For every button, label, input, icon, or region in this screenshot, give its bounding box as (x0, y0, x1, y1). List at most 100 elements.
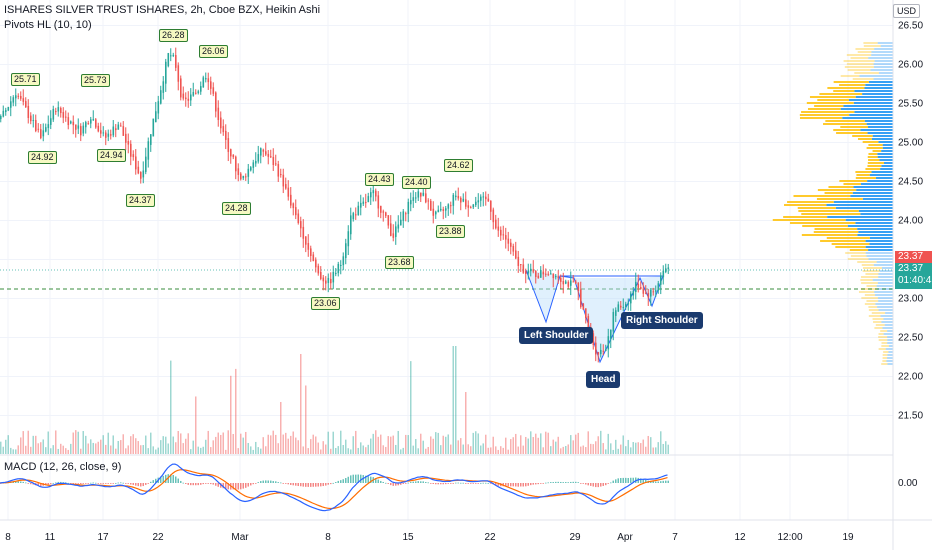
volume-bar (255, 441, 257, 454)
volume-bar (112, 435, 114, 454)
candle (67, 117, 70, 126)
macd-histogram-bar (152, 480, 154, 483)
pivot-low-label: 23.88 (436, 225, 465, 238)
volume-bar (542, 447, 544, 454)
head-label[interactable]: Head (586, 371, 621, 388)
candle (85, 122, 87, 128)
candle (632, 291, 635, 296)
macd-histogram-bar (475, 483, 477, 484)
volume-profile-bar (881, 363, 888, 365)
volume-profile-bar (887, 354, 893, 356)
macd-histogram-bar (397, 483, 399, 486)
macd-legend[interactable]: MACD (12, 26, close, 9) (4, 461, 122, 473)
volume-profile-bar (817, 99, 849, 101)
volume-profile-bar (814, 228, 858, 230)
volume-bar (360, 442, 362, 454)
macd-histogram-bar (222, 483, 224, 489)
volume-profile-bar (827, 87, 865, 89)
macd-histogram-bar (662, 480, 664, 483)
volume-profile-bar (876, 285, 893, 287)
volume-profile-bar (846, 63, 874, 65)
macd-histogram-bar (572, 481, 574, 483)
volume-bar (505, 437, 507, 454)
candle (562, 281, 565, 285)
volume-bar (357, 447, 359, 454)
macd-histogram-bar (112, 483, 114, 484)
price-tick-label: 23.00 (898, 294, 923, 305)
macd-histogram-bar (282, 483, 284, 484)
volume-profile-bar (842, 117, 893, 119)
macd-histogram-bar (120, 482, 122, 484)
volume-bar (355, 430, 357, 454)
macd-histogram-bar (277, 482, 279, 483)
pivot-low-label: 24.28 (222, 202, 251, 215)
macd-tick-label: 0.00 (898, 478, 918, 489)
candle (30, 115, 32, 122)
time-tick-label: Apr (617, 532, 633, 543)
candle (70, 121, 72, 124)
candle (65, 116, 67, 118)
volume-bar (90, 439, 92, 454)
macd-histogram-bar (125, 483, 127, 484)
volume-profile-bar (858, 210, 893, 212)
volume-profile-bar (887, 357, 893, 359)
volume-bar (145, 435, 147, 454)
macd-histogram-bar (665, 480, 667, 483)
candle (605, 348, 607, 352)
currency-badge[interactable]: USD (892, 4, 920, 18)
candle (100, 130, 102, 134)
right-shoulder-label[interactable]: Right Shoulder (621, 312, 703, 329)
volume-bar (430, 436, 432, 454)
macd-histogram-bar (602, 483, 604, 486)
left-shoulder-label[interactable]: Left Shoulder (519, 327, 594, 344)
candle (452, 194, 455, 206)
candle (390, 223, 392, 236)
candle (40, 129, 42, 139)
macd-histogram-bar (607, 483, 609, 484)
candle (140, 172, 142, 179)
candle (287, 187, 290, 197)
volume-profile-bar (867, 162, 885, 164)
volume-bar (312, 434, 314, 454)
volume-bar (460, 438, 462, 454)
volume-profile-bar (866, 147, 883, 149)
macd-histogram-bar (202, 483, 204, 485)
candle (155, 111, 157, 123)
volume-profile-bar (878, 348, 886, 350)
macd-histogram-bar (400, 483, 402, 485)
volume-profile-bar (860, 129, 893, 131)
candle (602, 350, 605, 352)
candle (167, 53, 170, 67)
volume-bar (57, 448, 59, 454)
candle (45, 127, 47, 132)
volume-profile-bar (875, 303, 893, 305)
volume-profile-bar (882, 147, 893, 149)
candle (257, 154, 260, 162)
volume-profile-bar (874, 48, 893, 50)
volume-bar (567, 444, 569, 454)
volume-bar (555, 441, 557, 454)
volume-profile-bar (868, 144, 883, 146)
volume-profile-bar (853, 102, 893, 104)
macd-histogram-bar (595, 483, 597, 488)
volume-profile-bar (824, 192, 853, 194)
candle (210, 81, 212, 89)
candle (0, 116, 2, 120)
volume-bar (535, 433, 537, 454)
candle (227, 138, 230, 152)
candle (482, 196, 485, 198)
volume-bar (167, 443, 169, 454)
volume-bar (2, 446, 4, 454)
macd-histogram-bar (582, 483, 584, 484)
indicator-legend[interactable]: Pivots HL (10, 10) (4, 19, 92, 31)
volume-bar (337, 446, 339, 454)
volume-profile-bar (868, 153, 878, 155)
macd-histogram-bar (447, 483, 449, 484)
volume-profile-bar (879, 270, 893, 272)
volume-bar (192, 440, 194, 454)
macd-histogram-bar (135, 483, 137, 486)
candle (150, 134, 152, 145)
macd-histogram-bar (255, 483, 257, 484)
candle (80, 126, 82, 136)
